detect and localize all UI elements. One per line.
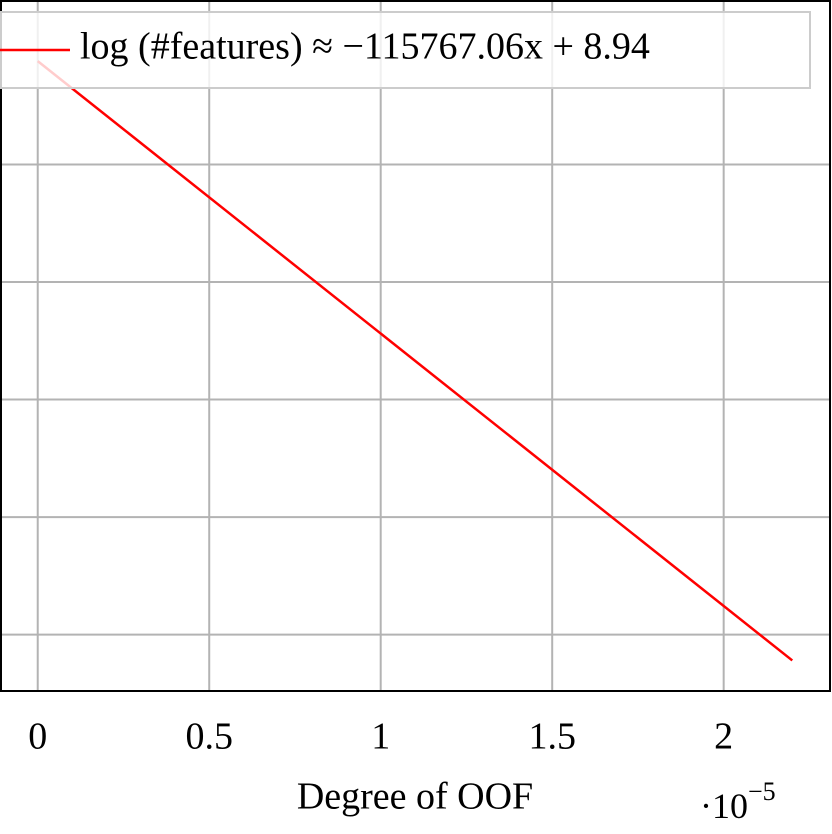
x-axis-label: Degree of OOF [297, 776, 533, 818]
x-multiplier-base: ·10 [700, 786, 748, 826]
x-tick-label: 1.5 [528, 716, 576, 758]
legend: log (#features) ≈ −115767.06x + 8.94 [0, 11, 811, 89]
x-multiplier-exponent: −5 [748, 777, 776, 806]
x-multiplier: ·10−5 [700, 777, 776, 826]
x-tick-label: 1 [371, 716, 390, 758]
x-tick-label: 0.5 [185, 716, 233, 758]
x-tick-label: 2 [714, 716, 733, 758]
legend-label: log (#features) ≈ −115767.06x + 8.94 [80, 26, 650, 68]
plot-frame [0, 0, 831, 692]
legend-box [0, 11, 811, 89]
x-tick-label: 0 [28, 716, 47, 758]
data-line [36, 60, 794, 662]
